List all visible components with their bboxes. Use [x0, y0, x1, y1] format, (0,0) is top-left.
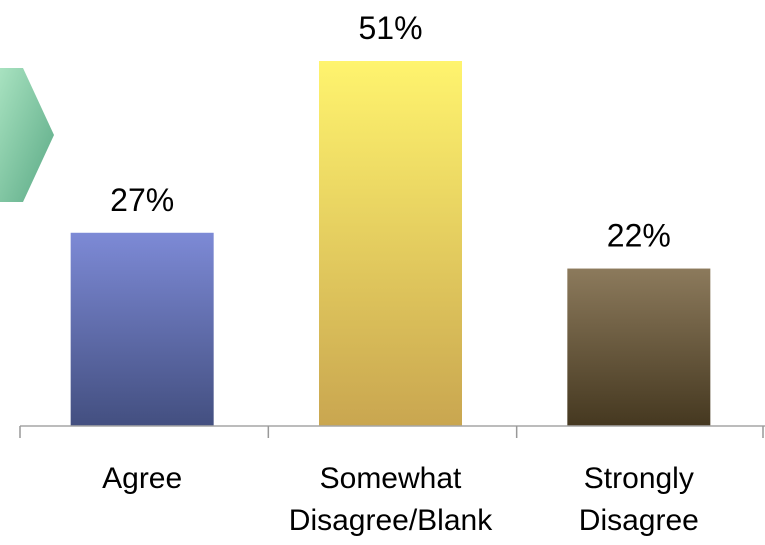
category-label-line: Somewhat	[320, 462, 462, 495]
category-label-line: Strongly	[584, 462, 694, 495]
bars-layer	[70, 61, 711, 426]
category-label-line: Agree	[102, 462, 182, 495]
x-axis-labels: Agree Somewhat Disagree/Blank Strongly Disag…	[102, 462, 699, 537]
data-label-1: 51%	[358, 10, 422, 46]
category-label-line: Disagree/Blank	[289, 504, 493, 537]
category-label-0: Agree	[102, 462, 182, 495]
bar-2	[567, 268, 711, 426]
category-label-1: Somewhat Disagree/Blank	[289, 462, 493, 537]
category-label-line: Disagree	[579, 504, 699, 537]
x-axis-ticks	[19, 426, 764, 438]
data-label-0: 27%	[110, 182, 174, 218]
decorative-arrow-icon	[0, 68, 54, 202]
bar-0	[70, 232, 214, 426]
category-label-2: Strongly Disagree	[579, 462, 699, 537]
bar-1	[319, 61, 462, 426]
value-labels-layer: 27% 51% 22%	[110, 10, 671, 254]
data-label-2: 22%	[607, 218, 671, 254]
